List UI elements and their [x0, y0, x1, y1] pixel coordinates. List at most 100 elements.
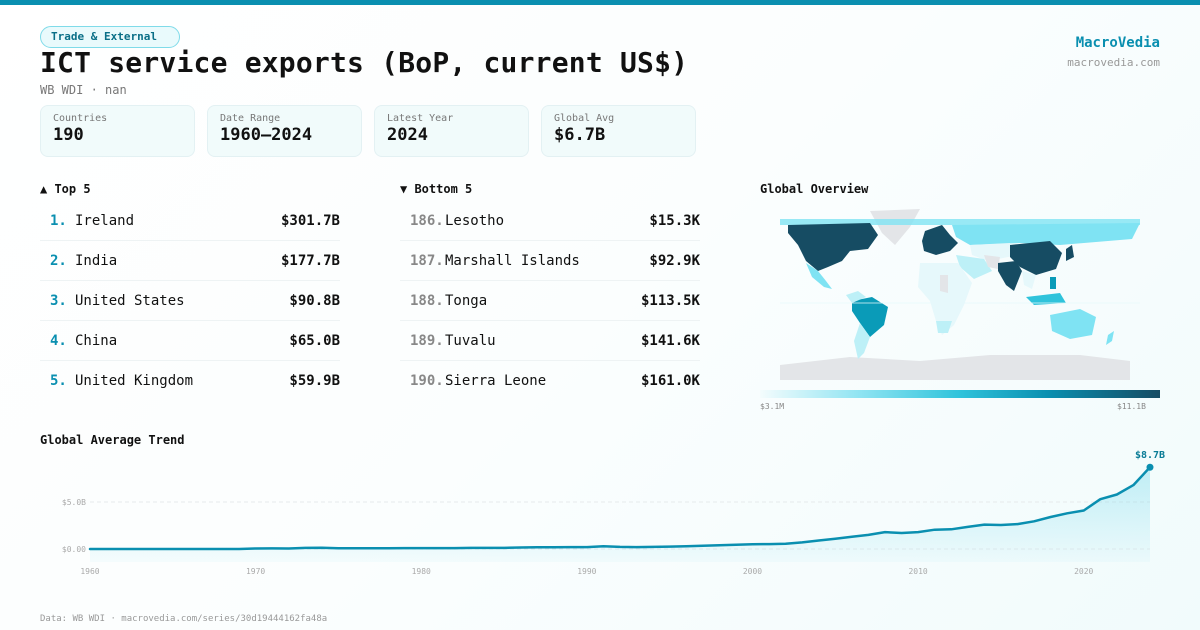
- rank: 189.: [410, 332, 444, 349]
- top5-list: 1. Ireland $301.7B 2. India $177.7B 3. U…: [40, 201, 340, 401]
- region-venezuela[interactable]: [846, 291, 866, 303]
- country-name: Lesotho: [445, 212, 505, 229]
- region-south-africa[interactable]: [936, 321, 952, 333]
- region-australia[interactable]: [1050, 309, 1096, 339]
- legend-min-label: $3.1M: [760, 402, 785, 411]
- list-item[interactable]: 1. Ireland $301.7B: [40, 201, 340, 241]
- x-tick-label: 2010: [908, 567, 927, 576]
- region-southeast-asia[interactable]: [1022, 271, 1036, 289]
- region-africa[interactable]: [918, 263, 972, 335]
- country-name: Ireland: [75, 212, 135, 229]
- x-tick-label: 1960: [80, 567, 99, 576]
- region-brazil[interactable]: [852, 297, 888, 337]
- stat-value: 1960–2024: [220, 125, 313, 145]
- map-color-legend: [760, 390, 1160, 398]
- country-name: United Kingdom: [75, 373, 194, 389]
- top5-title: ▲ Top 5: [40, 182, 91, 196]
- page-title: ICT service exports (BoP, current US$): [40, 46, 689, 79]
- region-japan[interactable]: [1066, 245, 1074, 261]
- rank: 2.: [50, 252, 67, 269]
- country-value: $59.9B: [289, 373, 340, 389]
- x-tick-label: 2000: [743, 567, 762, 576]
- latest-point-marker[interactable]: [1146, 463, 1154, 471]
- rank: 187.: [410, 252, 444, 269]
- list-item[interactable]: 187. Marshall Islands $92.9K: [400, 241, 700, 281]
- country-value: $15.3K: [649, 212, 700, 229]
- global-average-trend-chart[interactable]: $5.0B $0.00 1960 1970 1980 1990 2000 2010 2020…: [0, 440, 1200, 590]
- x-tick-label: 1980: [412, 567, 431, 576]
- country-name: Tonga: [445, 292, 488, 309]
- trend-title: Global Average Trend: [40, 433, 185, 447]
- stat-card-countries: Countries 190: [40, 105, 195, 157]
- region-mexico[interactable]: [806, 263, 832, 289]
- region-middle-east[interactable]: [956, 255, 992, 279]
- rank: 1.: [50, 212, 67, 229]
- list-item[interactable]: 190. Sierra Leone $161.0K: [400, 361, 700, 401]
- stats-row: Countries 190 Date Range 1960–2024 Lates…: [40, 105, 696, 157]
- footer-source: Data: WB WDI · macrovedia.com/series/30d…: [40, 614, 328, 624]
- region-china[interactable]: [1010, 241, 1062, 275]
- stat-label: Global Avg: [554, 113, 615, 124]
- stat-card-date-range: Date Range 1960–2024: [207, 105, 362, 157]
- country-name: China: [75, 332, 118, 349]
- top-accent-bar: [0, 0, 1200, 5]
- list-item[interactable]: 2. India $177.7B: [40, 241, 340, 281]
- y-tick-label: $5.0B: [62, 498, 86, 507]
- region-north-america[interactable]: [788, 223, 878, 271]
- trend-area-fill: [90, 467, 1150, 562]
- region-south-america-south[interactable]: [854, 323, 870, 359]
- bottom5-list: 186. Lesotho $15.3K 187. Marshall Island…: [400, 201, 700, 401]
- country-name: Marshall Islands: [445, 252, 580, 269]
- x-tick-label: 1990: [577, 567, 596, 576]
- list-item[interactable]: 4. China $65.0B: [40, 321, 340, 361]
- region-europe[interactable]: [922, 225, 958, 255]
- world-choropleth-map[interactable]: [760, 205, 1160, 385]
- trend-line: [88, 465, 1152, 551]
- rank: 190.: [410, 373, 444, 389]
- latest-value-label: $8.7B: [1135, 450, 1165, 461]
- stat-card-global-avg: Global Avg $6.7B: [541, 105, 696, 157]
- stat-label: Latest Year: [387, 113, 454, 124]
- country-name: Tuvalu: [445, 332, 496, 349]
- list-item[interactable]: 188. Tonga $113.5K: [400, 281, 700, 321]
- stat-value: $6.7B: [554, 125, 606, 145]
- bottom5-title: ▼ Bottom 5: [400, 182, 473, 196]
- stat-value: 2024: [387, 125, 428, 145]
- rank: 188.: [410, 292, 444, 309]
- country-value: $161.0K: [640, 373, 700, 389]
- category-badge[interactable]: Trade & External: [40, 26, 180, 48]
- x-tick-label: 1970: [246, 567, 265, 576]
- region-chad[interactable]: [940, 275, 948, 293]
- country-name: United States: [75, 292, 185, 309]
- page-subtitle: WB WDI · nan: [40, 83, 127, 97]
- map-title: Global Overview: [760, 182, 869, 196]
- brand-url[interactable]: macrovedia.com: [1067, 56, 1160, 69]
- list-item[interactable]: 3. United States $90.8B: [40, 281, 340, 321]
- list-item[interactable]: 189. Tuvalu $141.6K: [400, 321, 700, 361]
- y-tick-label: $0.00: [62, 545, 86, 554]
- region-new-zealand[interactable]: [1106, 331, 1114, 345]
- list-item[interactable]: 5. United Kingdom $59.9B: [40, 361, 340, 401]
- rank: 3.: [50, 292, 67, 309]
- region-russia[interactable]: [952, 223, 1140, 245]
- country-name: Sierra Leone: [445, 373, 547, 389]
- region-antarctica[interactable]: [780, 355, 1130, 380]
- region-indonesia[interactable]: [1026, 293, 1066, 305]
- rank: 186.: [410, 212, 444, 229]
- country-value: $90.8B: [289, 292, 340, 309]
- stat-label: Countries: [53, 113, 108, 124]
- x-tick-label: 2020: [1074, 567, 1093, 576]
- region-philippines[interactable]: [1050, 277, 1056, 289]
- region-greenland[interactable]: [870, 209, 920, 245]
- country-value: $92.9K: [649, 252, 700, 269]
- region-iran[interactable]: [984, 255, 1000, 269]
- rank: 4.: [50, 332, 67, 349]
- region-india[interactable]: [998, 261, 1022, 291]
- list-item[interactable]: 186. Lesotho $15.3K: [400, 201, 700, 241]
- stat-card-latest-year: Latest Year 2024: [374, 105, 529, 157]
- country-value: $141.6K: [640, 332, 700, 349]
- country-value: $301.7B: [280, 212, 340, 229]
- country-name: India: [75, 252, 118, 269]
- brand-logo[interactable]: MacroVedia: [1075, 35, 1160, 51]
- region-central-asia[interactable]: [970, 243, 1018, 261]
